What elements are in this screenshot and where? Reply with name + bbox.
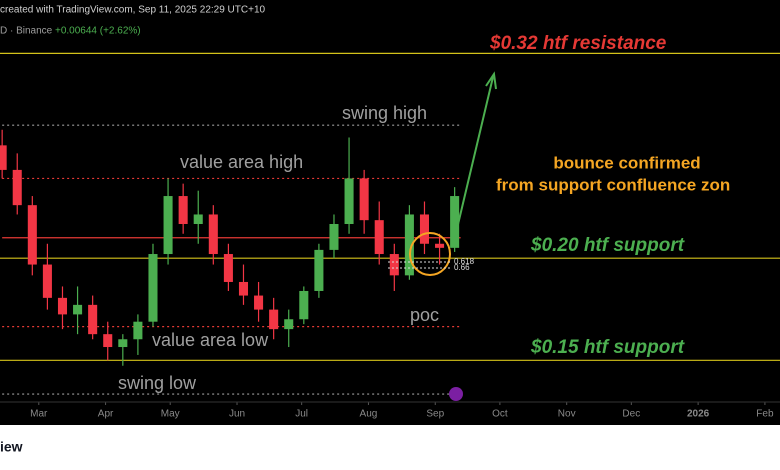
candle-body <box>374 220 384 255</box>
chart-background <box>0 0 780 425</box>
x-tick-label: Oct <box>492 409 508 420</box>
candle-body <box>450 196 460 248</box>
candle-body <box>254 295 264 310</box>
candle-body <box>103 334 113 348</box>
candle-body <box>269 309 279 330</box>
candle-body <box>57 297 68 315</box>
arrow-head <box>485 71 497 90</box>
x-tick-label: Sep <box>426 409 444 420</box>
candle-body <box>133 321 143 340</box>
candle-body <box>193 214 203 225</box>
candle-body <box>299 290 309 320</box>
candle-body <box>148 254 158 322</box>
candle-body <box>344 178 354 225</box>
x-tick-label: Apr <box>98 409 114 420</box>
footer-logo: iew <box>0 439 23 455</box>
bounce-text: from support confluence zon <box>496 175 730 194</box>
annotation: swing low <box>118 373 197 393</box>
candle-body <box>178 196 188 225</box>
candle-body <box>238 281 249 296</box>
candle-body <box>284 319 294 330</box>
annotation: value area high <box>180 152 303 172</box>
candle-body <box>163 196 173 255</box>
x-tick-label: Aug <box>360 409 378 420</box>
fib-label: 0.618 <box>454 257 475 266</box>
candle-body <box>404 214 414 276</box>
price-change: +0.00644 (+2.62%) <box>55 26 141 37</box>
annotation: poc <box>410 305 439 325</box>
candle-body <box>0 145 7 170</box>
bounce-text: bounce confirmed <box>553 153 700 172</box>
candle-body <box>88 304 98 335</box>
event-icon[interactable] <box>449 387 463 401</box>
x-tick-label: Mar <box>30 409 48 420</box>
x-tick-label: May <box>161 409 180 420</box>
x-tick-label: Jun <box>229 409 245 420</box>
candle-body <box>389 254 399 276</box>
symbol: D · Binance <box>0 26 53 37</box>
arrow-line <box>454 76 494 238</box>
candle-body <box>73 304 83 315</box>
candle-body <box>118 339 128 348</box>
x-tick-label: Nov <box>558 409 576 420</box>
candle-body <box>359 178 369 221</box>
resistance-label: $0.32 htf resistance <box>489 33 667 54</box>
candle-body <box>435 243 445 248</box>
confluence-circle <box>409 232 451 276</box>
annotation: swing high <box>342 103 427 123</box>
x-tick-label: Feb <box>756 409 774 420</box>
candle-body <box>419 214 429 244</box>
fib-label: 0.66 <box>454 263 470 272</box>
x-tick-label: Jul <box>295 409 308 420</box>
candle-body <box>223 254 233 282</box>
x-tick-label: Dec <box>622 409 640 420</box>
candle-body <box>329 224 339 250</box>
candle-body <box>27 205 37 265</box>
plot: Mar Apr May Jun Jul Aug Sep Oct Nov Dec 2026 Feb <box>0 52 780 420</box>
candle-body <box>12 169 22 206</box>
support-label: $0.20 htf support <box>530 235 685 256</box>
credit: created with TradingView.com, Sep 11, 20… <box>0 5 266 16</box>
candle-body <box>208 214 218 255</box>
support-label: $0.15 htf support <box>530 337 685 358</box>
candle-body <box>42 264 52 298</box>
annotation: value area low <box>152 330 269 350</box>
candle-body <box>314 249 324 291</box>
x-tick-label: 2026 <box>687 409 710 420</box>
